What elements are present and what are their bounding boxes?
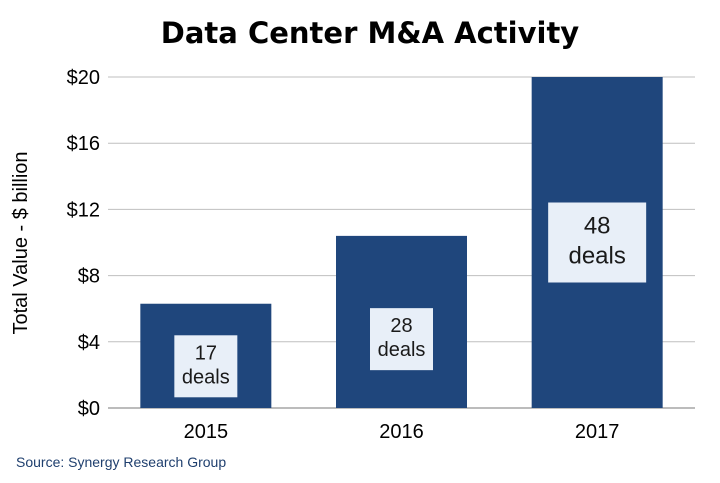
y-tick-label: $20 xyxy=(67,67,100,89)
y-tick-label: $0 xyxy=(78,398,100,420)
y-axis-title: Total Value - $ billion xyxy=(10,151,32,334)
y-tick-label: $16 xyxy=(67,133,100,155)
y-tick-label: $4 xyxy=(78,332,100,354)
data-label-2017: 48 deals xyxy=(548,202,647,283)
deal-count: 17 xyxy=(195,342,217,364)
x-axis-ticks: 2015 2016 2017 xyxy=(184,421,620,443)
deal-unit: deals xyxy=(182,366,230,388)
deal-count: 48 xyxy=(584,213,611,240)
y-axis-ticks: $0 $4 $8 $12 $16 $20 xyxy=(67,67,100,420)
source-note: Source: Synergy Research Group xyxy=(16,454,226,470)
y-tick-label: $12 xyxy=(67,199,100,221)
data-label-box xyxy=(174,335,238,398)
deal-unit: deals xyxy=(378,339,426,361)
y-tick-label: $8 xyxy=(78,266,100,288)
x-tick-label: 2017 xyxy=(575,421,620,443)
deal-count: 28 xyxy=(390,315,412,337)
deal-unit: deals xyxy=(568,243,625,270)
x-tick-label: 2016 xyxy=(379,421,424,443)
data-label-box xyxy=(548,202,647,283)
chart-title: Data Center M&A Activity xyxy=(161,16,580,50)
data-label-box xyxy=(370,308,433,371)
x-tick-label: 2015 xyxy=(184,421,229,443)
